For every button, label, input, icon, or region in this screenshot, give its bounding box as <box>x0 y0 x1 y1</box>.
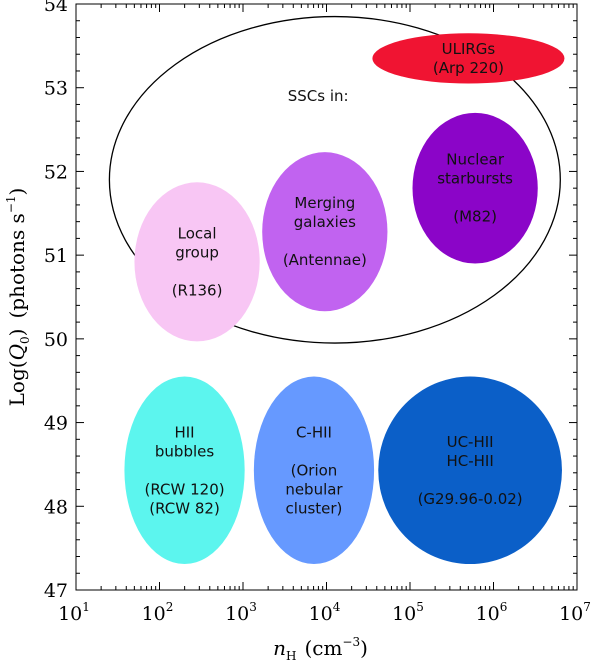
region-nuclear <box>412 112 538 264</box>
region-label-hii-bubbles: HII bubbles (RCW 120) (RCW 82) <box>145 423 225 517</box>
region-c-hii <box>253 376 375 565</box>
region-label-line: (Arp 220) <box>433 59 504 77</box>
region-ulirgs <box>372 33 565 84</box>
region-label-line: (RCW 82) <box>149 499 220 517</box>
x-tick-label: 107 <box>559 600 591 625</box>
y-tick-label: 49 <box>44 413 68 435</box>
region-hii-bubbles <box>124 376 245 565</box>
region-label-line: Local <box>178 224 217 242</box>
region-label-ulirgs: ULIRGs (Arp 220) <box>433 40 504 77</box>
region-label-line: (Orion <box>291 461 338 479</box>
region-label-line: (G29.96-0.02) <box>418 490 523 508</box>
region-label-line: UC-HII <box>447 433 494 451</box>
x-tick-label: 105 <box>392 600 424 625</box>
x-axis-label: nH (cm−3) <box>273 635 368 663</box>
region-label-line: group <box>175 243 219 261</box>
y-tick-label: 47 <box>44 580 68 602</box>
y-tick-label: 53 <box>44 78 68 100</box>
region-label-line: ULIRGs <box>442 40 496 58</box>
region-label-c-hii: C-HII (Orion nebular cluster) <box>285 423 343 517</box>
region-label-ssc: SSCs in: <box>288 87 349 105</box>
region-label-local-group: Local group (R136) <box>172 224 223 299</box>
y-tick-label: 52 <box>44 161 68 183</box>
y-tick-label: 50 <box>44 329 68 351</box>
region-label-uc-hii: UC-HII HC-HII (G29.96-0.02) <box>418 433 523 508</box>
region-local-group <box>134 182 260 342</box>
region-merging <box>262 152 388 312</box>
region-label-line: HC-HII <box>446 452 493 470</box>
x-tick-label: 102 <box>142 600 174 625</box>
region-label-line: (M82) <box>453 208 497 226</box>
region-label-nuclear: Nuclear starbursts (M82) <box>437 151 513 226</box>
regions-layer <box>108 15 565 565</box>
x-tick-label: 103 <box>225 600 257 625</box>
region-label-line: bubbles <box>155 442 214 460</box>
axis-labels-layer: nH (cm−3) Log(Q0)(photons s−1) <box>4 188 368 663</box>
region-label-line: cluster) <box>286 499 343 517</box>
y-tick-label: 51 <box>44 245 68 267</box>
y-tick-label: 48 <box>44 496 68 518</box>
region-label-line: Nuclear <box>446 151 505 169</box>
region-ssc <box>108 15 561 344</box>
region-label-line: C-HII <box>296 423 332 441</box>
region-label-line: nebular <box>285 480 343 498</box>
region-label-line: galaxies <box>294 213 356 231</box>
region-label-line: (R136) <box>172 281 223 299</box>
region-label-line: (Antennae) <box>283 251 367 269</box>
y-axis-label: Log(Q0)(photons s−1) <box>4 188 32 407</box>
region-label-line: starbursts <box>437 170 513 188</box>
x-tick-label: 104 <box>309 600 341 625</box>
region-label-line: Merging <box>294 194 355 212</box>
region-labels-layer: SSCs in: ULIRGs (Arp 220) Local group (R136) M… <box>145 40 523 517</box>
region-uc-hii <box>378 376 562 565</box>
region-label-line: (RCW 120) <box>145 480 225 498</box>
x-tick-label: 106 <box>476 600 508 625</box>
ticks-layer: 101 102 103 104 105 106 107 47 48 49 50 51 52 53 54 <box>44 0 591 625</box>
x-tick-label: 101 <box>58 600 90 625</box>
y-tick-label: 54 <box>44 0 68 16</box>
region-label-merging: Merging galaxies (Antennae) <box>283 194 367 269</box>
region-label-line: SSCs in: <box>288 87 349 105</box>
region-label-line: HII <box>174 423 194 441</box>
